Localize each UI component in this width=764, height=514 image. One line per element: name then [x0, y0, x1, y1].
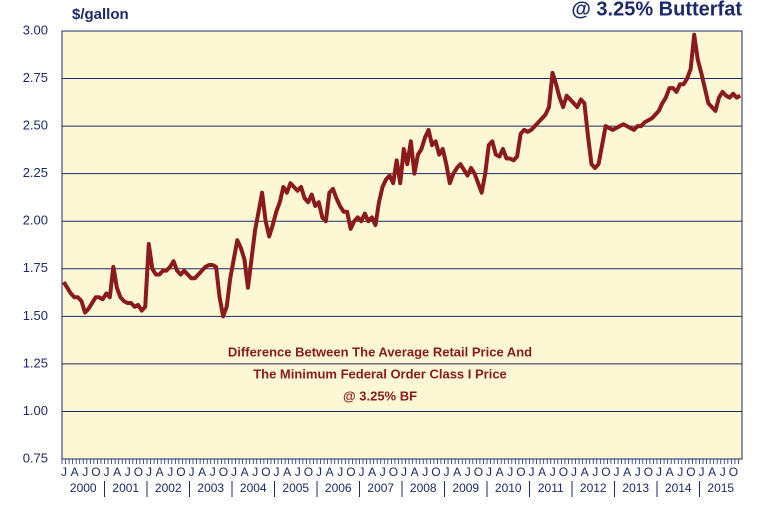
x-tick-label: J — [337, 465, 343, 479]
y-tick-label: 2.25 — [23, 165, 48, 180]
x-tick-label: A — [496, 465, 504, 479]
x-tick-label: O — [516, 465, 525, 479]
y-axis-label: $/gallon — [72, 6, 129, 23]
x-tick-label: J — [274, 465, 280, 479]
y-tick-label: 1.75 — [23, 260, 48, 275]
x-tick-label: A — [411, 465, 419, 479]
year-label: 2004 — [240, 481, 267, 495]
x-tick-label: O — [389, 465, 398, 479]
x-tick-label: J — [61, 465, 67, 479]
x-tick-label: J — [529, 465, 535, 479]
x-tick-label: J — [614, 465, 620, 479]
x-tick-label: J — [252, 465, 258, 479]
x-tick-label: J — [592, 465, 598, 479]
x-tick-label: J — [295, 465, 301, 479]
x-tick-label: A — [326, 465, 334, 479]
x-tick-label: J — [486, 465, 492, 479]
x-tick-label: J — [189, 465, 195, 479]
x-tick-label: A — [241, 465, 249, 479]
y-tick-label: 2.50 — [23, 118, 48, 133]
x-tick-label: J — [465, 465, 471, 479]
plot-area — [61, 30, 743, 460]
x-tick-label: O — [91, 465, 100, 479]
x-tick-label: A — [71, 465, 79, 479]
annotation-line: @ 3.25% BF — [343, 388, 417, 403]
x-tick-label: O — [219, 465, 228, 479]
x-tick-label: O — [559, 465, 568, 479]
x-tick-label: O — [686, 465, 695, 479]
x-tick-label: O — [474, 465, 483, 479]
x-tick-label: O — [346, 465, 355, 479]
x-tick-label: O — [304, 465, 313, 479]
year-label: 2015 — [707, 481, 734, 495]
x-tick-label: J — [316, 465, 322, 479]
x-tick-label: O — [431, 465, 440, 479]
y-tick-label: 3.00 — [23, 22, 48, 37]
year-label: 2003 — [197, 481, 224, 495]
x-tick-label: A — [708, 465, 716, 479]
y-tick-label: 1.00 — [23, 403, 48, 418]
y-tick-label: 2.00 — [23, 213, 48, 228]
x-tick-label: A — [198, 465, 206, 479]
x-tick-label: J — [550, 465, 556, 479]
year-label: 2008 — [410, 481, 437, 495]
x-tick-label: A — [113, 465, 121, 479]
year-label: 2009 — [452, 481, 479, 495]
y-tick-label: 1.25 — [23, 355, 48, 370]
x-tick-label: J — [167, 465, 173, 479]
x-tick-label: A — [453, 465, 461, 479]
annotation-line: Difference Between The Average Retail Pr… — [228, 344, 532, 359]
x-tick-label: J — [210, 465, 216, 479]
x-tick-label: J — [699, 465, 705, 479]
x-tick-label: J — [507, 465, 513, 479]
chart-title: @ 3.25% Butterfat — [571, 0, 742, 20]
x-tick-label: A — [581, 465, 589, 479]
x-tick-label: A — [283, 465, 291, 479]
x-tick-label: A — [623, 465, 631, 479]
year-label: 2011 — [538, 481, 564, 495]
year-label: 2002 — [155, 481, 182, 495]
x-tick-label: O — [176, 465, 185, 479]
year-label: 2001 — [112, 481, 139, 495]
x-tick-label: J — [635, 465, 641, 479]
x-tick-label: J — [104, 465, 110, 479]
year-label: 2010 — [495, 481, 522, 495]
y-tick-label: 1.50 — [23, 308, 48, 323]
x-tick-label: J — [422, 465, 428, 479]
annotation-line: The Minimum Federal Order Class I Price — [253, 366, 507, 381]
x-tick-label: J — [231, 465, 237, 479]
x-tick-label: O — [601, 465, 610, 479]
year-label: 2013 — [622, 481, 649, 495]
data-line — [62, 32, 742, 319]
year-label: 2006 — [325, 481, 352, 495]
x-tick-label: O — [644, 465, 653, 479]
x-tick-label: A — [538, 465, 546, 479]
x-tick-label: J — [571, 465, 577, 479]
year-label: 2007 — [367, 481, 394, 495]
x-tick-label: J — [82, 465, 88, 479]
x-tick-label: J — [677, 465, 683, 479]
year-label: 2012 — [580, 481, 607, 495]
year-label: 2005 — [282, 481, 309, 495]
x-tick-label: O — [729, 465, 738, 479]
x-tick-label: O — [134, 465, 143, 479]
x-tick-label: J — [380, 465, 386, 479]
y-tick-label: 2.75 — [23, 70, 48, 85]
year-label: 2014 — [665, 481, 692, 495]
y-tick-label: 0.75 — [23, 450, 48, 465]
x-tick-label: J — [146, 465, 152, 479]
x-tick-label: J — [720, 465, 726, 479]
annotation: Difference Between The Average Retail Pr… — [228, 344, 532, 403]
year-label: 2000 — [70, 481, 97, 495]
x-tick-label: J — [359, 465, 365, 479]
x-tick-label: J — [656, 465, 662, 479]
x-tick-label: O — [261, 465, 270, 479]
x-tick-label: A — [156, 465, 164, 479]
x-tick-label: J — [125, 465, 131, 479]
x-tick-label: A — [368, 465, 376, 479]
x-tick-label: A — [666, 465, 674, 479]
x-tick-label: J — [444, 465, 450, 479]
x-tick-label: J — [401, 465, 407, 479]
